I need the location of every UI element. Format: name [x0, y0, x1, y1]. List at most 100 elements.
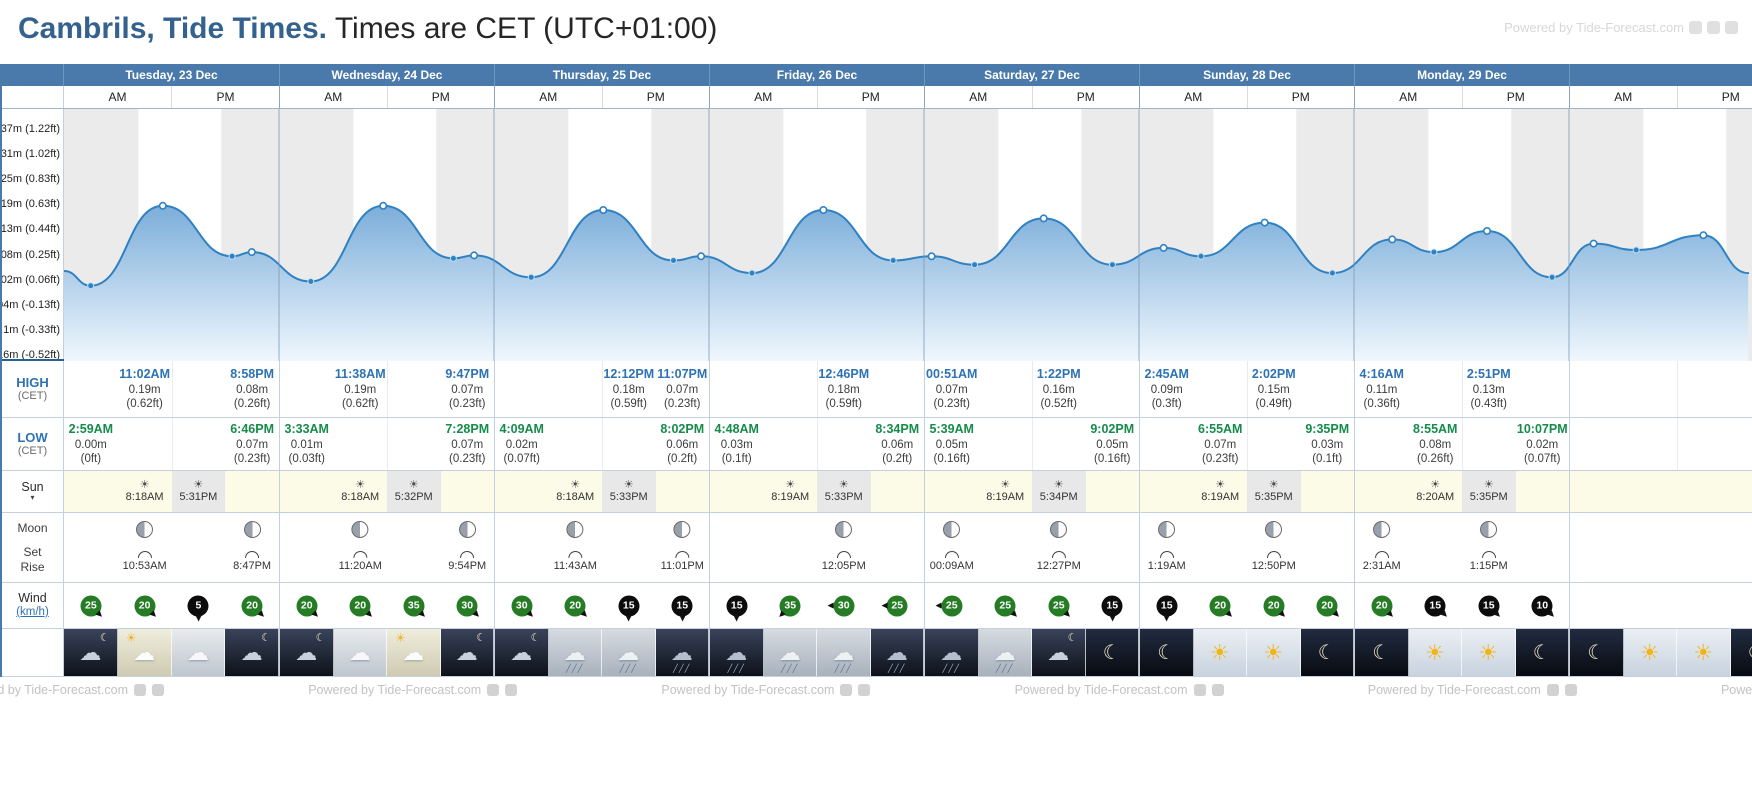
- sunset-shade: [817, 471, 871, 512]
- weather-sub-icon: ☾: [476, 632, 486, 644]
- wind-direction-arrow-icon: ▶: [935, 601, 942, 611]
- tide-entry: 6:46PM 0.07m (0.23ft): [230, 422, 274, 466]
- moon-phase-icon: [1373, 521, 1391, 538]
- tide-chart: [64, 109, 1752, 361]
- sunrise-icon: ☀: [355, 478, 366, 491]
- moon-event: 11:43AM: [554, 521, 597, 572]
- weather-tile-sunny: ☀: [1247, 629, 1301, 676]
- sun-day-cell: ☀ 8:19AM ☀ 5:33PM: [709, 471, 924, 512]
- wind-badge: 25 ▶: [1048, 595, 1074, 620]
- moon-time: 8:47PM: [233, 560, 272, 572]
- day-header-cell: Thursday, 25 Dec: [494, 64, 709, 86]
- tide-height-ft: (0.1ft): [1312, 452, 1343, 465]
- weather-tile-night-cloudy: ☁ ☾: [440, 629, 494, 676]
- wind-unit-link[interactable]: (km/h): [16, 606, 49, 619]
- sun-day-cell: ☀ 8:19AM ☀ 5:35PM: [1139, 471, 1354, 512]
- high-day-cell: 2:45AM 0.09m (0.3ft) 2:02PM 0.15m (0.49ft): [1139, 361, 1354, 417]
- tide-height-m: 0.16m: [1042, 383, 1075, 396]
- social-icon: [1707, 21, 1720, 34]
- weather-icon: ☀: [1424, 639, 1445, 665]
- high-row-label-cell: HIGH (CET): [2, 361, 64, 417]
- weather-sub-icon: ☀: [125, 631, 137, 645]
- day-header-cell: Monday, 29 Dec: [1354, 64, 1569, 86]
- tide-height-m: 0.02m: [1526, 438, 1559, 451]
- wind-day-cell: 20 ▶ 15 ▶ 15 ▶ 10 ▶: [1354, 583, 1569, 628]
- moon-time: 10:53AM: [122, 560, 167, 572]
- wind-direction-arrow-icon: ▶: [525, 608, 537, 620]
- social-icon: [1193, 684, 1206, 696]
- watermark-text: Powered by Tide-Forecast.com: [1367, 683, 1541, 697]
- weather-day-cell: ☁ ╱╱╱ ☁ ╱╱╱ ☁ ☾ ☾: [924, 629, 1139, 676]
- social-icon: [134, 684, 146, 696]
- weather-row: ☁ ☾ ☁ ☀ ☁ ☁ ☾ ☁ ☾ ☁ ☁ ☀ ☁ ☾ ☁ ☾ ☁ ╱╱╱ ☁ ╱╱╱ ☁ ╱╱╱ ☁ ╱╱╱ ☁ ╱╱╱ ☁ ╱╱╱…: [2, 629, 1752, 677]
- sunset-entry: ☀ 5:32PM: [395, 479, 433, 504]
- sunset-entry: ☀ 5:33PM: [825, 479, 863, 504]
- title-wrap: Cambrils, Tide Times. Times are CET (UTC…: [18, 12, 717, 46]
- weather-day-cell: ☁ ☾ ☁ ☁ ☀ ☁ ☾: [279, 629, 494, 676]
- moon-phase-icon: [835, 521, 853, 538]
- moon-event: 1:19AM: [1148, 521, 1186, 572]
- sunset-shade: [171, 471, 226, 512]
- moon-day-cell: 11:20AM 9:54PM: [279, 513, 494, 582]
- wind-badge: 20 ▶: [241, 595, 267, 620]
- high-tide-row: HIGH (CET) 11:02AM 0.19m (0.62ft) 8:58PM 0.0…: [2, 361, 1752, 418]
- weather-tile-night-clear: ☾: [1085, 629, 1139, 676]
- weather-sub-icon: ☾: [530, 632, 541, 644]
- am-label: AM: [969, 90, 988, 104]
- wind-badge: 20 ▶: [564, 595, 590, 620]
- moon-day-cell: 2:31AM 1:15PM: [1354, 513, 1569, 582]
- moon-time: 11:01PM: [660, 560, 704, 572]
- tide-entry: 2:59AM 0.00m (0ft): [69, 422, 113, 466]
- high-row-sublabel: (CET): [17, 390, 48, 403]
- y-axis-label: 0.25m (0.83ft): [2, 173, 60, 186]
- wind-badge: 15 ▶: [1424, 595, 1450, 620]
- low-day-cell: 4:09AM 0.02m (0.07ft) 8:02PM 0.06m (0.2ft): [494, 418, 709, 470]
- sunset-shade: [387, 471, 441, 512]
- high-day-cell: 12:12PM 0.18m (0.59ft) 11:07PM 0.07m (0.23ft): [494, 361, 709, 417]
- weather-icon: ☾: [1748, 643, 1752, 663]
- tide-entry: 4:48AM 0.03m (0.1ft): [715, 422, 759, 466]
- wind-direction-arrow-icon: ▶: [471, 608, 483, 620]
- tide-entry: 10:07PM 0.02m (0.07ft): [1517, 422, 1568, 466]
- tide-height-ft: (0.26ft): [1417, 452, 1454, 465]
- weather-icon: ☾: [1157, 641, 1176, 664]
- wind-direction-arrow-icon: ▶: [579, 608, 591, 620]
- pm-label: PM: [1246, 86, 1355, 108]
- weather-tile-sun-cloud: ☁ ☀: [117, 629, 172, 676]
- tide-time: 8:55AM: [1413, 421, 1458, 436]
- weather-day-cell: ☁ ☾ ☁ ╱╱╱ ☁ ╱╱╱ ☁ ╱╱╱: [494, 629, 709, 676]
- moon-event: 12:27PM: [1037, 521, 1081, 572]
- tide-height-m: 0.08m: [1419, 438, 1452, 451]
- sunset-entry: ☀ 5:33PM: [610, 479, 648, 504]
- social-icon: [152, 684, 164, 696]
- high-day-cell: 4:16AM 0.11m (0.36ft) 2:51PM 0.13m (0.43ft): [1354, 361, 1569, 417]
- moon-event: 1:15PM: [1470, 521, 1508, 572]
- social-icon: [1564, 684, 1577, 696]
- y-axis-label: -0.1m (-0.33ft): [2, 323, 60, 336]
- tide-entry: 11:38AM 0.19m (0.62ft): [335, 367, 386, 411]
- tide-height-m: 0.09m: [1150, 383, 1183, 396]
- moon-phase-icon: [351, 521, 369, 538]
- tide-entry: 2:02PM 0.15m (0.49ft): [1252, 367, 1296, 411]
- sunrise-icon: ☀: [1215, 478, 1226, 491]
- am-label: AM: [1184, 90, 1203, 104]
- wind-direction-arrow-icon: ▶: [776, 609, 787, 621]
- weather-tile-rain: ☁ ╱╱╱: [548, 629, 602, 676]
- tide-height-ft: (0.07ft): [1524, 452, 1561, 465]
- tide-height-ft: (0.2ft): [882, 452, 913, 465]
- weather-icon: ☁: [455, 639, 478, 665]
- sunset-shade: [1032, 471, 1086, 512]
- sunset-shade: [1247, 471, 1301, 512]
- wind-badge: 15 ▶: [618, 595, 640, 622]
- moonrise-set-icon: [836, 551, 851, 558]
- ampm-cell: AM PM: [494, 86, 709, 108]
- weather-icon: ☾: [1587, 641, 1606, 664]
- tide-height-m: 0.07m: [935, 383, 968, 396]
- tide-entry: 7:28PM 0.07m (0.23ft): [445, 422, 489, 466]
- moon-event: 8:47PM: [233, 521, 271, 572]
- wind-direction-arrow-icon: ▶: [1385, 608, 1397, 620]
- weather-icon: ☀: [1263, 639, 1284, 665]
- sunrise-icon: ☀: [139, 478, 150, 491]
- tide-height-m: 0.05m: [1096, 438, 1129, 451]
- day-header-row: Tuesday, 23 Dec Wednesday, 24 Dec Thursday…: [2, 64, 1752, 86]
